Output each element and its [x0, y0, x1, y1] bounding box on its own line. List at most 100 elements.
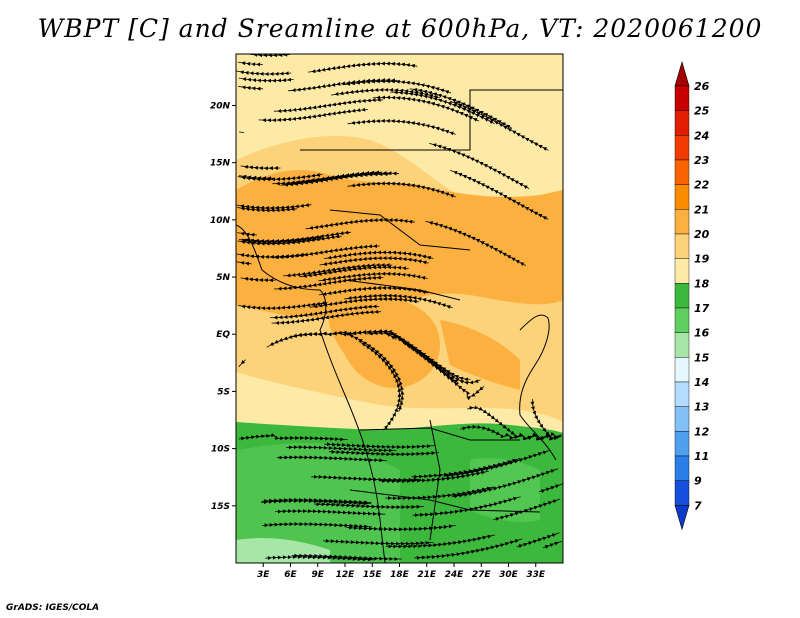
streamline [265, 554, 376, 562]
streamline [240, 165, 281, 171]
colorbar-label: 19 [694, 253, 710, 266]
streamlines [236, 54, 563, 562]
streamline [238, 235, 324, 245]
colorbar-label: 22 [694, 179, 710, 192]
streamline [238, 359, 246, 368]
streamline [237, 61, 263, 67]
colorbar: 26 25 24 23 22 21 20 19 18 17 16 15 14 13 12 11 9 7 [674, 60, 710, 531]
colorbar-segment [674, 406, 690, 432]
colorbar-label: 13 [694, 401, 710, 414]
streamline [307, 61, 418, 74]
x-tick-label: 33E [526, 570, 546, 580]
streamline [249, 54, 290, 58]
colorbar-label: 16 [694, 327, 710, 340]
streamline [344, 293, 453, 309]
x-tick-label: 18E [390, 570, 410, 580]
map-area [236, 54, 563, 563]
y-tick-label: 10N [210, 216, 231, 226]
coastlines [236, 89, 563, 563]
colorbar-label: 21 [694, 203, 709, 216]
colorbar-segment [674, 283, 690, 309]
colorbar-segment [674, 184, 690, 210]
x-tick-label: 24E [445, 570, 465, 580]
colorbar-segment [674, 480, 690, 506]
streamline [288, 78, 398, 93]
colorbar-segment [674, 455, 690, 481]
colorbar-label: 20 [694, 228, 710, 241]
streamline [237, 172, 323, 182]
x-tick-label: 27E [472, 570, 492, 580]
streamline [238, 131, 245, 133]
colorbar-segment [674, 85, 690, 111]
x-tick-label: 6E [284, 570, 297, 580]
colorbar-segment [674, 159, 690, 185]
colorbar-segment [674, 209, 690, 235]
streamline [237, 300, 328, 311]
y-tick-label: 5S [217, 387, 230, 397]
streamline [318, 285, 429, 296]
chart-title: WBPT [C] and Sreamline at 600hPa, VT: 20… [37, 14, 763, 43]
colorbar-segment [674, 135, 690, 161]
colorbar-label: 23 [694, 154, 710, 167]
x-axis: 3E 6E 9E 12E 15E 18E 21E 24E 27E 30E 33E [257, 563, 546, 580]
y-tick-label: 15N [210, 159, 231, 169]
colorbar-label: 7 [694, 499, 702, 512]
streamline [236, 260, 252, 266]
y-tick-label: 5N [216, 273, 230, 283]
streamline [516, 532, 560, 549]
streamline [311, 474, 422, 482]
streamline [238, 432, 348, 442]
colorbar-label: 15 [694, 351, 710, 364]
colorbar-label: 18 [694, 277, 710, 290]
y-tick-label: EQ [216, 330, 230, 340]
footer-credit: GrADS: IGES/COLA [6, 603, 100, 613]
colorbar-segment [674, 357, 690, 383]
y-axis: 20N 15N 10N 5N EQ 5S 10S 15S [210, 101, 236, 512]
streamline [530, 399, 562, 440]
streamline [443, 449, 551, 478]
streamline [240, 276, 276, 283]
x-tick-label: 30E [499, 570, 519, 580]
colorbar-label: 25 [694, 105, 710, 118]
streamline [328, 449, 439, 457]
streamline [236, 70, 292, 77]
x-tick-label: 21E [417, 570, 437, 580]
x-tick-label: 12E [336, 570, 356, 580]
streamline [258, 107, 368, 123]
y-tick-label: 15S [211, 502, 230, 512]
colorbar-top-arrow [674, 60, 690, 87]
colorbar-bottom-arrow [674, 505, 690, 531]
colorbar-segment [674, 307, 690, 333]
colorbar-segment [674, 110, 690, 136]
x-tick-label: 9E [312, 570, 325, 580]
colorbar-label: 9 [694, 475, 702, 488]
streamline [493, 498, 561, 521]
colorbar-label: 11 [694, 450, 709, 463]
streamline [238, 77, 294, 83]
colorbar-segment [674, 381, 690, 407]
streamline [346, 524, 457, 532]
streamline [331, 87, 441, 100]
colorbar-label: 26 [694, 80, 710, 93]
streamline [280, 172, 390, 187]
streamline [414, 538, 523, 560]
colorbar-label: 14 [694, 376, 709, 389]
streamline [238, 85, 264, 91]
streamline [270, 244, 380, 260]
colorbar-label: 24 [694, 129, 709, 142]
y-tick-label: 20N [210, 101, 231, 111]
streamline [341, 331, 405, 412]
streamline [261, 498, 372, 506]
y-tick-label: 10S [211, 445, 230, 455]
streamline [299, 265, 409, 278]
streamline [305, 217, 415, 230]
streamline [429, 143, 530, 190]
streamline [237, 206, 297, 213]
colorbar-label: 12 [694, 425, 710, 438]
colorbar-segment [674, 258, 690, 284]
colorbar-segment [674, 233, 690, 259]
colorbar-segment [674, 332, 690, 358]
colorbar-label: 17 [694, 302, 710, 315]
colorbar-segment [674, 431, 690, 457]
